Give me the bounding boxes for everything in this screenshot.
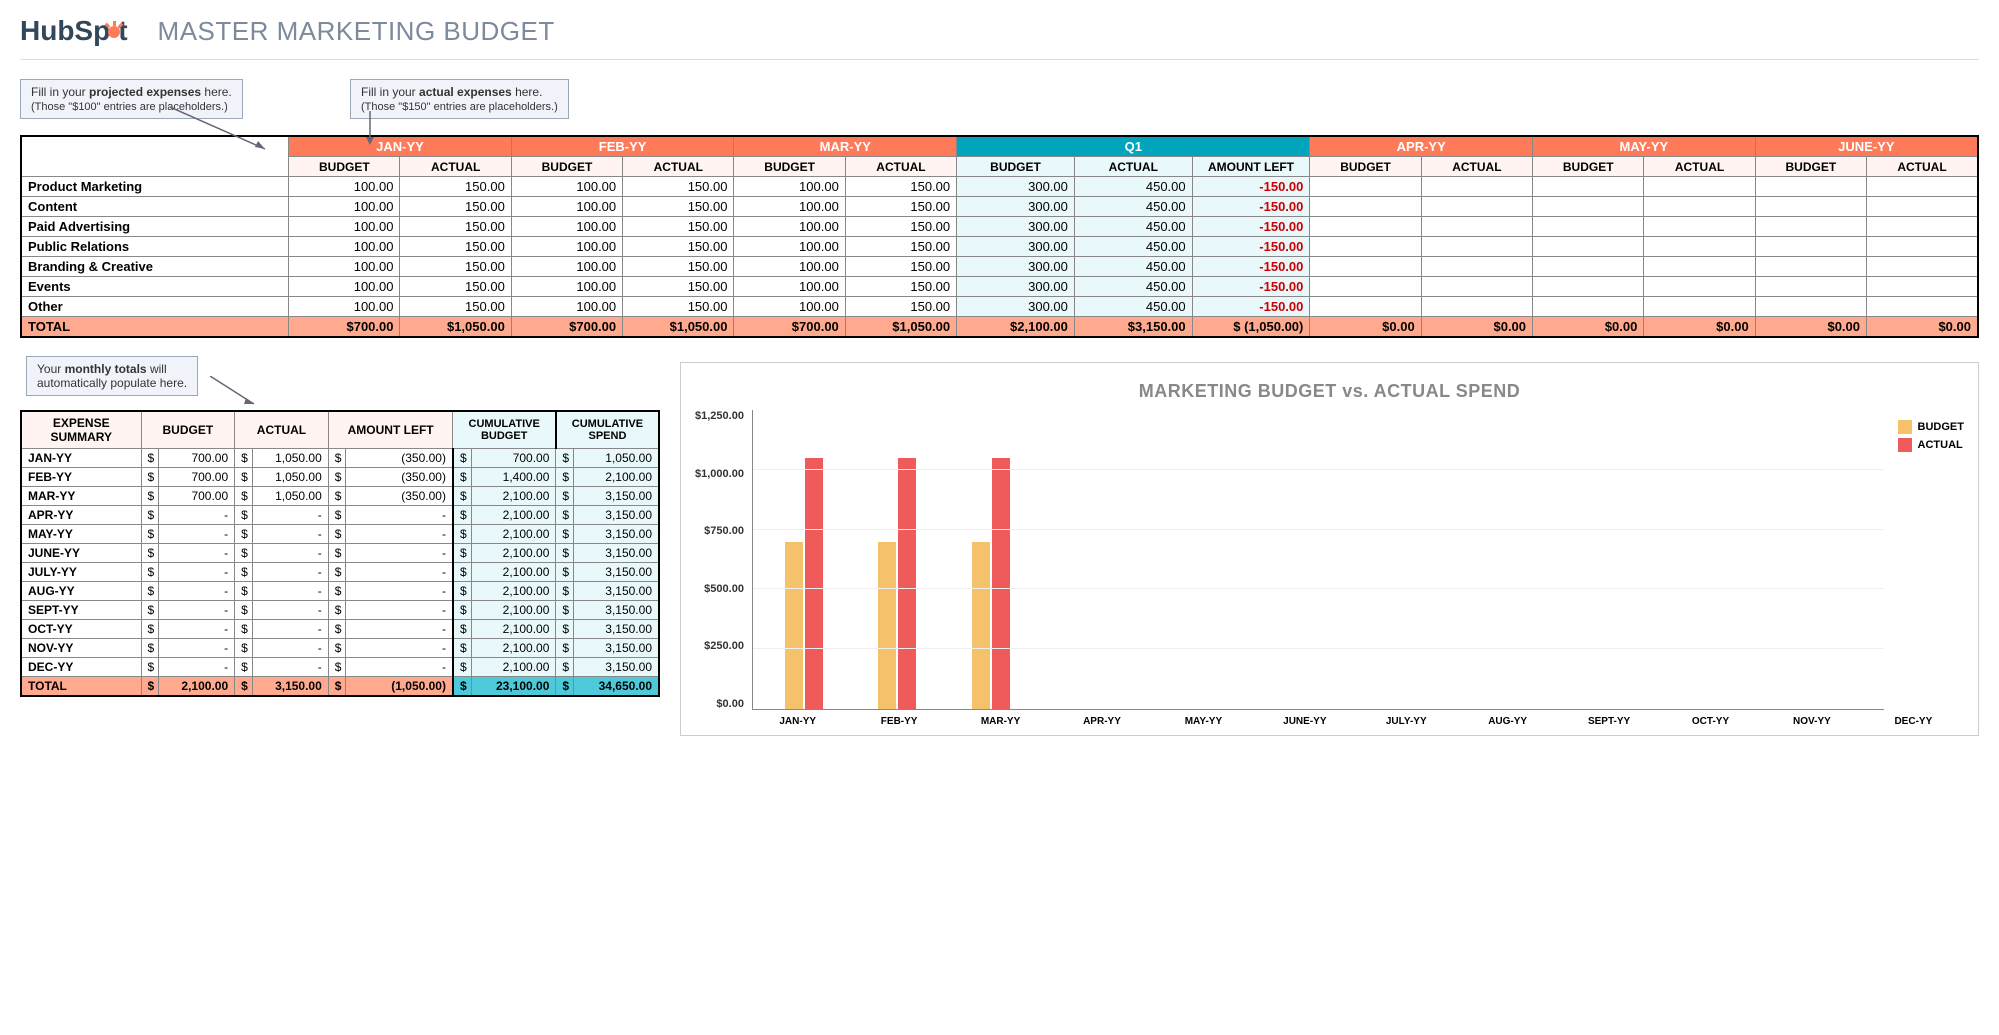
table-row[interactable]: JULY-YY$-$-$-$2,100.00$3,150.00: [21, 563, 659, 582]
bar-group: [944, 410, 1038, 709]
table-row[interactable]: OCT-YY$-$-$-$2,100.00$3,150.00: [21, 620, 659, 639]
quarter-header: Q1: [957, 136, 1310, 157]
bar-group: [1505, 410, 1599, 709]
total-row: TOTAL$700.00$1,050.00$700.00$1,050.00$70…: [21, 317, 1978, 338]
table-row[interactable]: Events100.00150.00100.00150.00100.00150.…: [21, 277, 1978, 297]
table-row[interactable]: APR-YY$-$-$-$2,100.00$3,150.00: [21, 506, 659, 525]
table-row[interactable]: JAN-YY$700.00$1,050.00$(350.00)$700.00$1…: [21, 449, 659, 468]
chart-bar: [972, 542, 990, 709]
table-row[interactable]: MAR-YY$700.00$1,050.00$(350.00)$2,100.00…: [21, 487, 659, 506]
page-title: MASTER MARKETING BUDGET: [158, 16, 555, 47]
table-row[interactable]: Public Relations100.00150.00100.00150.00…: [21, 237, 1978, 257]
chart-container: MARKETING BUDGET vs. ACTUAL SPEND $1,250…: [680, 362, 1979, 736]
month-header: JUNE-YY: [1755, 136, 1978, 157]
month-header: FEB-YY: [511, 136, 734, 157]
chart-bar: [898, 458, 916, 709]
arrow-icon: [210, 376, 270, 412]
table-row[interactable]: Paid Advertising100.00150.00100.00150.00…: [21, 217, 1978, 237]
table-row[interactable]: MAY-YY$-$-$-$2,100.00$3,150.00: [21, 525, 659, 544]
budget-table[interactable]: JAN-YYFEB-YYMAR-YYQ1APR-YYMAY-YYJUNE-YY B…: [20, 135, 1979, 338]
chart-bar: [785, 542, 803, 709]
month-header: JAN-YY: [289, 136, 512, 157]
chart-bar: [805, 458, 823, 709]
bar-group: [1038, 410, 1132, 709]
table-row[interactable]: DEC-YY$-$-$-$2,100.00$3,150.00: [21, 658, 659, 677]
bar-group: [1131, 410, 1225, 709]
bar-group: [1225, 410, 1319, 709]
bar-group: [850, 410, 944, 709]
callout-summary: Your monthly totals will automatically p…: [26, 356, 198, 396]
legend-item: ACTUAL: [1898, 438, 1964, 452]
bar-group: [757, 410, 851, 709]
callout-summary-region: Your monthly totals will automatically p…: [20, 362, 660, 410]
chart-legend: BUDGET ACTUAL: [1884, 410, 1964, 710]
bar-group: [1412, 410, 1506, 709]
hubspot-logo: HubSpt: [20, 15, 128, 47]
total-row: TOTAL$2,100.00$3,150.00$(1,050.00)$23,10…: [21, 677, 659, 697]
table-row[interactable]: AUG-YY$-$-$-$2,100.00$3,150.00: [21, 582, 659, 601]
bar-group: [1599, 410, 1693, 709]
chart-bar: [878, 542, 896, 709]
bar-group: [1318, 410, 1412, 709]
callout-projected: Fill in your projected expenses here. (T…: [20, 79, 243, 119]
table-row[interactable]: SEPT-YY$-$-$-$2,100.00$3,150.00: [21, 601, 659, 620]
table-row[interactable]: NOV-YY$-$-$-$2,100.00$3,150.00: [21, 639, 659, 658]
table-row[interactable]: FEB-YY$700.00$1,050.00$(350.00)$1,400.00…: [21, 468, 659, 487]
chart-plot: [752, 410, 1884, 710]
callout-region: Fill in your projected expenses here. (T…: [20, 85, 1979, 131]
chart-bar: [992, 458, 1010, 709]
month-header: MAR-YY: [734, 136, 957, 157]
legend-item: BUDGET: [1898, 420, 1964, 434]
chart-y-axis: $1,250.00$1,000.00$750.00$500.00$250.00$…: [695, 410, 752, 710]
month-header: MAY-YY: [1533, 136, 1756, 157]
table-row[interactable]: Other100.00150.00100.00150.00100.00150.0…: [21, 297, 1978, 317]
callout-actual: Fill in your actual expenses here. (Thos…: [350, 79, 569, 119]
page-header: HubSpt MASTER MARKETING BUDGET: [20, 15, 1979, 60]
table-row[interactable]: Content100.00150.00100.00150.00100.00150…: [21, 197, 1978, 217]
bar-group: [1786, 410, 1880, 709]
month-header: APR-YY: [1310, 136, 1533, 157]
chart-title: MARKETING BUDGET vs. ACTUAL SPEND: [695, 381, 1964, 402]
table-row[interactable]: Product Marketing100.00150.00100.00150.0…: [21, 177, 1978, 197]
chart-x-axis: JAN-YYFEB-YYMAR-YYAPR-YYMAY-YYJUNE-YYJUL…: [747, 710, 1964, 727]
bar-group: [1692, 410, 1786, 709]
summary-table[interactable]: EXPENSE SUMMARYBUDGETACTUALAMOUNT LEFTCU…: [20, 410, 660, 697]
table-row[interactable]: JUNE-YY$-$-$-$2,100.00$3,150.00: [21, 544, 659, 563]
table-row[interactable]: Branding & Creative100.00150.00100.00150…: [21, 257, 1978, 277]
summary-title: EXPENSE SUMMARY: [21, 411, 141, 449]
